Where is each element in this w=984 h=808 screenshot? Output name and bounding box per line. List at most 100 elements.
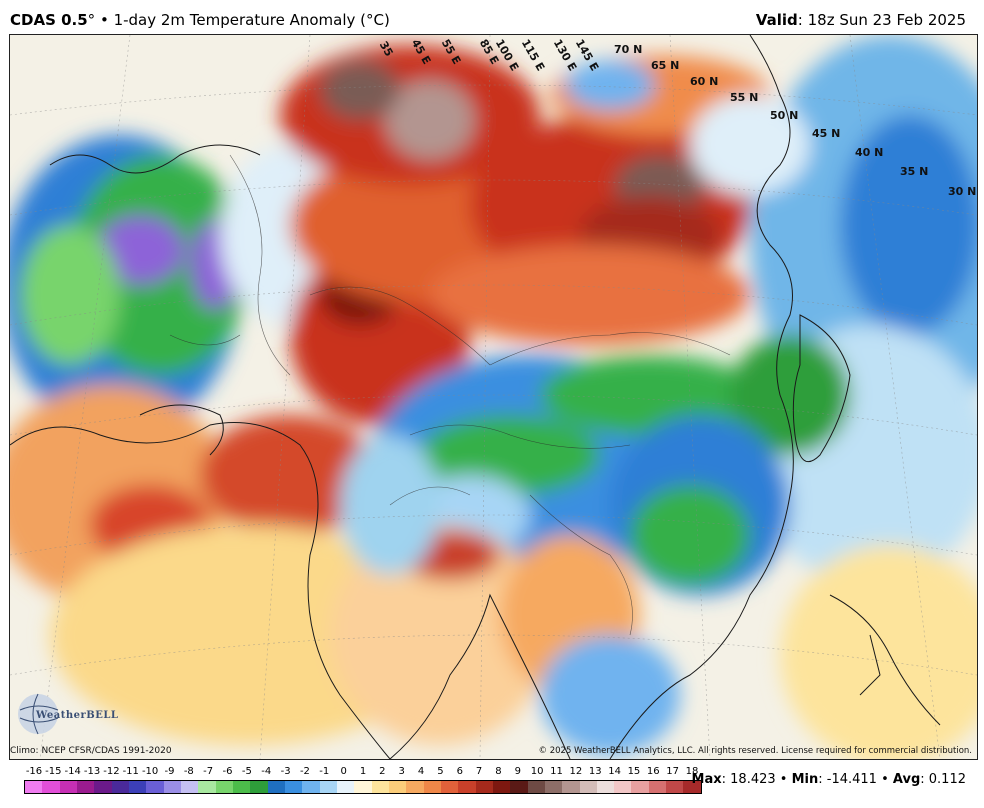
- colorbar-swatch: [319, 781, 337, 793]
- map-title: CDAS 0.5° • 1-day 2m Temperature Anomaly…: [10, 11, 390, 29]
- colorbar-swatch: [42, 781, 60, 793]
- colorbar-tick-label: 15: [627, 766, 641, 777]
- colorbar-swatch: [267, 781, 285, 793]
- weatherbell-logo: WeatherBELL: [14, 690, 118, 738]
- colorbar-tick-label: -12: [103, 766, 120, 777]
- map-view[interactable]: 70 N 65 N 60 N 55 N 50 N 45 N 40 N 35 N …: [9, 34, 978, 760]
- stats-min-value: : -14.411: [818, 772, 877, 787]
- stats-sep: •: [876, 772, 893, 787]
- lat-label: 35 N: [900, 165, 929, 178]
- colorbar-tick-label: 8: [495, 766, 502, 777]
- stats-avg-value: : 0.112: [920, 772, 966, 787]
- colorbar-tick-label: 16: [646, 766, 660, 777]
- colorbar-swatch: [180, 781, 199, 793]
- stats-min-label: Min: [791, 772, 819, 787]
- lat-label: 60 N: [690, 75, 719, 88]
- anomaly-map: [10, 35, 977, 759]
- valid-label: Valid: [755, 11, 798, 29]
- colorbar-swatch: [683, 781, 701, 793]
- colorbar-tick-label: -3: [280, 766, 291, 777]
- colorbar-tick-label: -7: [203, 766, 214, 777]
- colorbar-swatch: [510, 781, 528, 793]
- colorbar-tick-label: 14: [608, 766, 621, 777]
- colorbar-tick-label: -6: [222, 766, 233, 777]
- colorbar-tick-label: 11: [550, 766, 563, 777]
- colorbar-swatch: [596, 781, 615, 793]
- colorbar-swatch: [388, 781, 407, 793]
- colorbar-tick-label: 12: [569, 766, 583, 777]
- model-degree: °: [87, 11, 96, 29]
- colorbar-swatch: [406, 781, 424, 793]
- colorbar-tick-label: 17: [666, 766, 680, 777]
- header: CDAS 0.5° • 1-day 2m Temperature Anomaly…: [0, 0, 984, 34]
- colorbar-swatch: [562, 781, 580, 793]
- colorbar-tick-label: -1: [319, 766, 330, 777]
- colorbar-swatch: [111, 781, 129, 793]
- product-name: 1-day 2m Temperature Anomaly (°C): [113, 11, 390, 29]
- colorbar-tick-label: -4: [261, 766, 272, 777]
- colorbar-swatches: [24, 780, 702, 794]
- colorbar-tick-label: -14: [64, 766, 81, 777]
- colorbar-tick-label: 4: [417, 766, 425, 777]
- colorbar-swatch: [302, 781, 320, 793]
- colorbar-swatch: [527, 781, 545, 793]
- colorbar-tick-label: 9: [514, 766, 521, 777]
- colorbar-swatch: [544, 781, 563, 793]
- colorbar-swatch: [59, 781, 77, 793]
- colorbar-tick-label: 6: [456, 766, 463, 777]
- lat-label: 65 N: [651, 59, 680, 72]
- colorbar-tick-label: -9: [164, 766, 175, 777]
- colorbar-swatch: [336, 781, 355, 793]
- climo-note: Climo: NCEP CFSR/CDAS 1991-2020: [10, 746, 172, 756]
- colorbar-tick-label: 18: [685, 766, 699, 777]
- coastlines: [10, 35, 941, 759]
- colorbar-swatch: [579, 781, 597, 793]
- colorbar-tick-label: -2: [299, 766, 310, 777]
- colorbar-swatch: [250, 781, 268, 793]
- lat-label: 45 N: [812, 127, 841, 140]
- colorbar-swatch: [146, 781, 164, 793]
- colorbar-swatch: [440, 781, 459, 793]
- globe-icon: [18, 693, 59, 735]
- stats-max-value: : 18.423: [721, 772, 776, 787]
- colorbar-legend: -16 -15 -14 -13 -12 -11 -10 -9 -8 -7 -6 -5 -4 -3 -2 -1 0…: [24, 766, 702, 794]
- colorbar-tick-label: 7: [475, 766, 483, 777]
- colorbar-swatch: [232, 781, 251, 793]
- colorbar-tick-label: 5: [437, 766, 444, 777]
- colorbar-tick-label: -13: [83, 766, 101, 777]
- colorbar-tick-label: -11: [122, 766, 139, 777]
- colorbar-swatch: [666, 781, 684, 793]
- colorbar-tick-label: 10: [530, 766, 544, 777]
- field-stats: Max: 18.423 • Min: -14.411 • Avg: 0.112: [692, 772, 966, 787]
- colorbar-tick-label: 3: [398, 766, 405, 777]
- colorbar-tick-label: -5: [241, 766, 252, 777]
- model-name: CDAS 0.5: [10, 11, 88, 29]
- lat-label: 30 N: [948, 185, 977, 198]
- colorbar-tick-label: -15: [45, 766, 62, 777]
- lat-label: 50 N: [770, 109, 799, 122]
- colorbar-tick-label: 1: [359, 766, 367, 777]
- colorbar-swatch: [492, 781, 511, 793]
- colorbar-swatch: [371, 781, 389, 793]
- colorbar-ticks: -16 -15 -14 -13 -12 -11 -10 -9 -8 -7 -6 -5 -4 -3 -2 -1 0…: [24, 766, 702, 780]
- title-separator: •: [95, 11, 114, 29]
- colorbar-tick-label: 2: [379, 766, 386, 777]
- colorbar-swatch: [631, 781, 649, 793]
- colorbar-swatch: [648, 781, 667, 793]
- lat-label: 70 N: [614, 43, 643, 56]
- colorbar-tick-label: 13: [588, 766, 602, 777]
- stats-max-label: Max: [691, 772, 722, 787]
- colorbar-swatch: [475, 781, 493, 793]
- colorbar-swatch: [215, 781, 233, 793]
- logo-text: WeatherBELL: [36, 710, 119, 721]
- graticule: [10, 35, 977, 759]
- colorbar-swatch: [25, 781, 43, 793]
- colorbar-swatch: [94, 781, 112, 793]
- colorbar-tick-label: -8: [183, 766, 194, 777]
- copyright-note: © 2025 WeatherBELL Analytics, LLC. All r…: [538, 746, 972, 756]
- colorbar-swatch: [614, 781, 632, 793]
- colorbar-swatch: [198, 781, 216, 793]
- valid-value: : 18z Sun 23 Feb 2025: [797, 11, 966, 29]
- colorbar-swatch: [76, 781, 95, 793]
- colorbar-swatch: [284, 781, 303, 793]
